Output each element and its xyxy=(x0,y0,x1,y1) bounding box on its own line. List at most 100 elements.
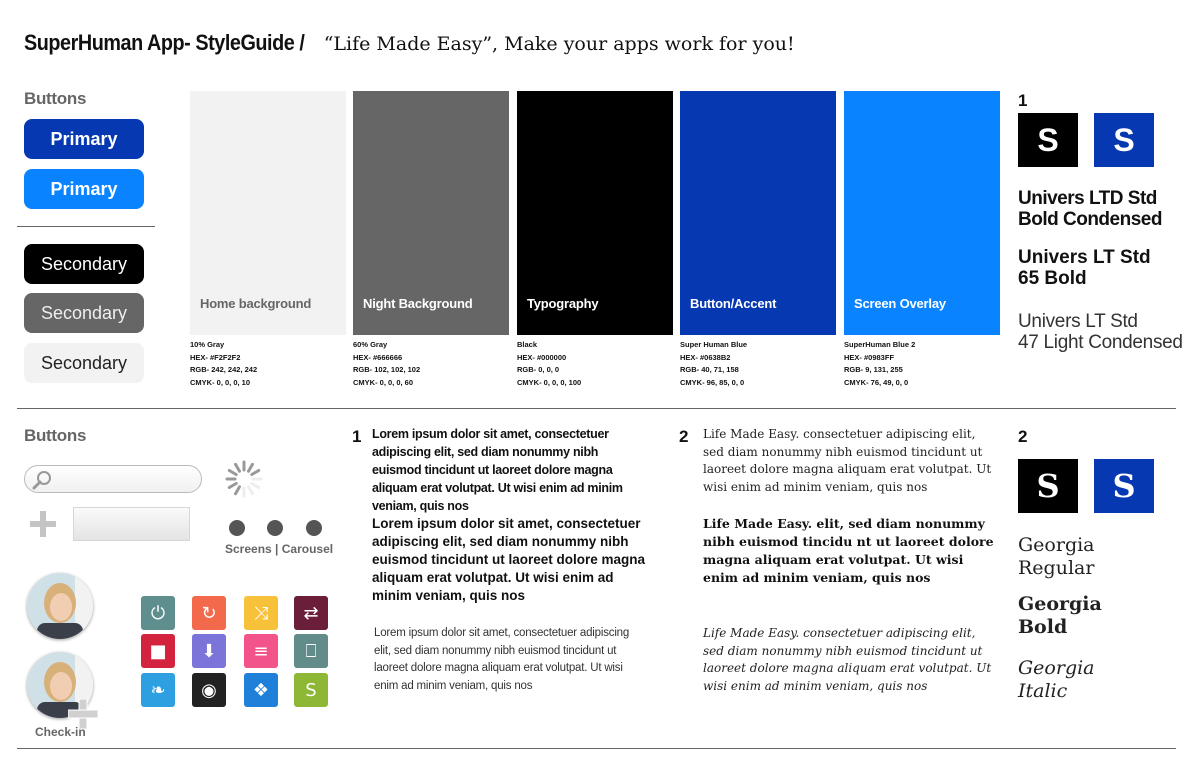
page-title: SuperHuman App- StyleGuide / “Life Made … xyxy=(24,30,795,56)
sample-georgia-italic: Life Made Easy. consectetuer adipiscing … xyxy=(703,626,992,693)
font-name: Univers LT Std xyxy=(1018,247,1151,268)
carousel-dot-3[interactable] xyxy=(306,520,322,536)
dropbox-icon[interactable]: ❖ xyxy=(244,673,278,707)
swatch-block: Night Background xyxy=(353,91,509,335)
typeface-number-2: 2 xyxy=(1018,427,1028,446)
swatch-cmyk: CMYK- 0, 0, 0, 60 xyxy=(353,377,414,387)
swatch-rgb: RGB- 40, 71, 158 xyxy=(680,365,739,374)
serif-box-blue: S xyxy=(1094,459,1154,513)
primary-button-dark[interactable]: Primary xyxy=(24,119,144,159)
add-overlay-icon[interactable] xyxy=(68,699,98,729)
power-icon[interactable]: ⏻ xyxy=(141,596,175,630)
font-weight: 47 Light Condensed xyxy=(1018,332,1183,353)
carousel-dot-1[interactable] xyxy=(229,520,245,536)
add-icon[interactable] xyxy=(30,511,56,537)
swatch-info: 10% Gray HEX- #F2F2F2 RGB- 242, 242, 242 CM… xyxy=(190,339,346,389)
folder-glyph: ■ xyxy=(149,640,167,662)
cart-icon[interactable]: ≡ xyxy=(244,634,278,668)
avatar[interactable] xyxy=(27,573,93,639)
swatch-block: Home background xyxy=(190,91,346,335)
secondary-button-black[interactable]: Secondary xyxy=(24,244,144,284)
section-divider xyxy=(17,408,1176,409)
swatch-block: Screen Overlay xyxy=(844,91,1000,335)
secondary-button-gray[interactable]: Secondary xyxy=(24,293,144,333)
sample-box-blue: S xyxy=(1094,113,1154,167)
secondary-button-light[interactable]: Secondary xyxy=(24,343,144,383)
buttons-section-label-2: Buttons xyxy=(24,426,87,445)
cart-glyph: ≡ xyxy=(253,640,269,662)
bottom-divider xyxy=(17,748,1176,749)
title-text: SuperHuman App- StyleGuide / xyxy=(24,30,305,55)
spinner-tick xyxy=(234,485,241,496)
github-glyph: ◉ xyxy=(201,679,217,701)
sample-bold: Lorem ipsum dolor sit amet, consectetuer… xyxy=(372,516,646,603)
font-sample-univers-47-light: Univers LT Std 47 Light Condensed xyxy=(1018,311,1183,353)
swatch-cmyk: CMYK- 0, 0, 0, 10 xyxy=(190,377,251,387)
twitter-icon[interactable]: ❧ xyxy=(141,673,175,707)
text-field[interactable] xyxy=(73,507,190,541)
font-name: Univers LT Std xyxy=(1018,311,1138,332)
swatch-name: Home background xyxy=(200,296,312,311)
swatch-title: Super Human Blue xyxy=(680,340,748,349)
folder-icon[interactable]: ■ xyxy=(141,634,175,668)
font-sample-univers-bold-condensed: Univers LTD Std Bold Condensed xyxy=(1018,188,1162,230)
search-input[interactable] xyxy=(24,465,202,493)
swatch-rgb: RGB- 0, 0, 0 xyxy=(517,365,560,374)
spinner-tick xyxy=(247,462,254,473)
refresh-glyph: ↻ xyxy=(201,602,217,624)
swatch-hex: HEX- #0983FF xyxy=(844,352,895,362)
font-sample-univers-65-bold: Univers LT Std 65 Bold xyxy=(1018,247,1151,289)
trash-icon[interactable]: ⎕ xyxy=(294,634,328,668)
swatch-cmyk: CMYK- 76, 49, 0, 0 xyxy=(844,377,909,387)
swatch-title: 60% Gray xyxy=(353,340,388,349)
spinner-tick xyxy=(247,485,254,496)
sync-icon[interactable]: ⇄ xyxy=(294,596,328,630)
font-style: Italic xyxy=(1018,680,1068,702)
swatch-name: Typography xyxy=(527,296,599,311)
download-icon[interactable]: ⬇ xyxy=(192,634,226,668)
refresh-icon[interactable]: ↻ xyxy=(192,596,226,630)
download-glyph: ⬇ xyxy=(201,640,217,662)
skype-icon[interactable]: S xyxy=(294,673,328,707)
spinner-tick xyxy=(250,469,261,476)
swatch-info: 60% Gray HEX- #666666 RGB- 102, 102, 102 CM… xyxy=(353,339,509,389)
swatch-hex: HEX- #0638B2 xyxy=(680,352,731,362)
swatch-name: Night Background xyxy=(363,296,473,311)
swatch-title: Black xyxy=(517,340,538,349)
loading-spinner-icon xyxy=(225,460,263,498)
swatch-cmyk: CMYK- 0, 0, 0, 100 xyxy=(517,377,582,387)
serif-box-black: S xyxy=(1018,459,1078,513)
swatch-hex: HEX- #F2F2F2 xyxy=(190,352,241,362)
swatch-rgb: RGB- 102, 102, 102 xyxy=(353,365,421,374)
font-style: Bold xyxy=(1018,616,1068,638)
swatch-rgb: RGB- 242, 242, 242 xyxy=(190,365,258,374)
sample-georgia-regular: Life Made Easy. consectetuer adipiscing … xyxy=(703,427,992,494)
carousel-dot-2[interactable] xyxy=(267,520,283,536)
divider xyxy=(17,226,155,227)
skype-glyph: S xyxy=(305,679,317,701)
spinner-tick xyxy=(227,482,238,489)
dropbox-glyph: ❖ xyxy=(252,679,270,701)
search-icon xyxy=(32,471,51,490)
shuffle-icon[interactable]: ⤨ xyxy=(244,596,278,630)
github-icon[interactable]: ◉ xyxy=(192,673,226,707)
swatch-hex: HEX- #666666 xyxy=(353,352,403,362)
swatch-name: Screen Overlay xyxy=(854,296,946,311)
sample-bold-condensed: Lorem ipsum dolor sit amet, consectetuer… xyxy=(372,427,623,513)
sample-georgia-bold: Life Made Easy. elit, sed diam nonummy n… xyxy=(703,516,994,585)
swatch-block: Typography xyxy=(517,91,673,335)
spinner-tick xyxy=(227,469,238,476)
sample-box-black: S xyxy=(1018,113,1078,167)
primary-button-light[interactable]: Primary xyxy=(24,169,144,209)
swatch-block: Button/Accent xyxy=(680,91,836,335)
trash-glyph: ⎕ xyxy=(305,640,317,662)
tagline-text: “Life Made Easy”, Make your apps work fo… xyxy=(323,33,795,55)
check-in-label: Check-in xyxy=(35,725,86,739)
spinner-tick xyxy=(250,482,261,489)
swatch-info: SuperHuman Blue 2 HEX- #0983FF RGB- 9, 131… xyxy=(844,339,1000,389)
font-weight: Bold Condensed xyxy=(1018,209,1162,230)
swatch-info: Black HEX- #000000 RGB- 0, 0, 0 CMYK- 0, 0,… xyxy=(517,339,673,389)
buttons-section-label: Buttons xyxy=(24,89,87,108)
sample-number-2: 2 xyxy=(679,427,689,446)
font-sample-georgia-regular: Georgia Regular xyxy=(1018,534,1095,580)
